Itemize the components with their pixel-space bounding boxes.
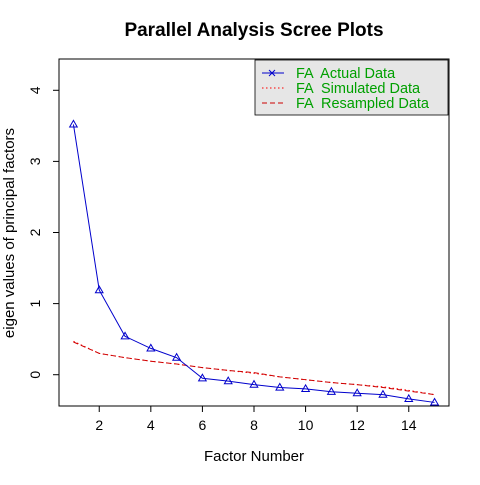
legend-x-marker	[268, 69, 276, 77]
data-point-marker	[68, 119, 79, 128]
x-tick-label: 10	[298, 417, 314, 433]
y-tick-label: 1	[27, 300, 43, 308]
legend-box	[254, 59, 449, 116]
data-point-marker	[275, 382, 285, 391]
legend-label-1: FA Simulated Data	[296, 81, 421, 97]
data-point-marker	[146, 343, 156, 352]
data-point-marker	[171, 352, 182, 361]
series-line-2	[73, 341, 435, 396]
chart-title: Parallel Analysis Scree Plots	[124, 20, 383, 41]
data-point-marker	[300, 383, 311, 393]
y-tick-label: 2	[27, 228, 43, 236]
y-tick-label: 3	[27, 157, 43, 165]
x-tick-label: 8	[250, 417, 258, 433]
series-line-1	[73, 340, 435, 396]
x-tick-label: 12	[349, 417, 365, 433]
data-point-marker	[404, 393, 414, 402]
data-point-marker	[429, 397, 440, 406]
data-point-marker	[352, 388, 362, 397]
data-point-marker	[223, 376, 233, 385]
x-tick-label: 6	[199, 417, 207, 433]
data-point-marker	[94, 285, 104, 294]
series-layer	[68, 119, 440, 406]
data-point-marker	[197, 373, 208, 382]
legend-label-2: FA Resampled Data	[296, 96, 430, 112]
y-tick-label: 0	[27, 371, 43, 379]
legend-label-0: FA Actual Data	[296, 66, 396, 82]
x-axis-title: Factor Number	[204, 448, 304, 465]
data-point-marker	[378, 389, 388, 398]
y-tick-label: 4	[27, 86, 43, 94]
data-point-marker	[120, 331, 130, 340]
y-axis-title: eigen values of principal factors	[1, 128, 18, 338]
x-tick-label: 2	[95, 417, 103, 433]
data-point-marker	[249, 379, 259, 388]
data-point-marker	[326, 386, 337, 395]
x-tick-label: 14	[401, 417, 417, 433]
x-tick-label: 4	[147, 417, 155, 433]
series-line-0	[72, 124, 435, 403]
